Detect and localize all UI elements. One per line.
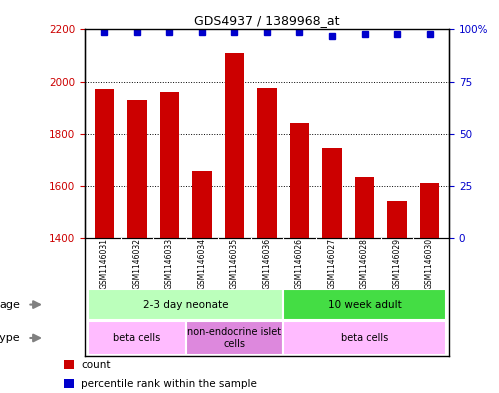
Text: non-endocrine islet
cells: non-endocrine islet cells [188, 327, 281, 349]
Bar [64, 379, 73, 388]
Bar [127, 100, 147, 393]
Text: count: count [81, 360, 111, 370]
Bar [420, 183, 439, 393]
Text: GSM1146026: GSM1146026 [295, 238, 304, 289]
Bar [387, 201, 407, 393]
Text: percentile rank within the sample: percentile rank within the sample [81, 379, 257, 389]
Text: 2-3 day neonate: 2-3 day neonate [143, 299, 229, 310]
Bar [290, 123, 309, 393]
Bar [283, 290, 446, 320]
Text: age: age [0, 299, 20, 310]
Bar [64, 360, 73, 369]
Text: GSM1146029: GSM1146029 [393, 238, 402, 289]
Bar [88, 321, 186, 355]
Text: cell type: cell type [0, 333, 20, 343]
Bar [160, 92, 179, 393]
Title: GDS4937 / 1389968_at: GDS4937 / 1389968_at [194, 14, 340, 27]
Bar [192, 171, 212, 393]
Bar [225, 53, 244, 393]
Text: beta cells: beta cells [341, 333, 388, 343]
Bar [283, 321, 446, 355]
Text: 10 week adult: 10 week adult [328, 299, 401, 310]
Text: GSM1146027: GSM1146027 [327, 238, 336, 289]
Bar [186, 321, 283, 355]
Bar [355, 176, 374, 393]
Text: GSM1146031: GSM1146031 [100, 238, 109, 289]
Text: GSM1146036: GSM1146036 [262, 238, 271, 289]
Text: GSM1146033: GSM1146033 [165, 238, 174, 289]
Text: GSM1146030: GSM1146030 [425, 238, 434, 289]
Text: GSM1146034: GSM1146034 [198, 238, 207, 289]
Bar [257, 88, 277, 393]
Bar [88, 290, 283, 320]
Bar [322, 148, 342, 393]
Text: GSM1146028: GSM1146028 [360, 238, 369, 289]
Bar [95, 89, 114, 393]
Text: GSM1146032: GSM1146032 [132, 238, 141, 289]
Text: GSM1146035: GSM1146035 [230, 238, 239, 289]
Text: beta cells: beta cells [113, 333, 161, 343]
